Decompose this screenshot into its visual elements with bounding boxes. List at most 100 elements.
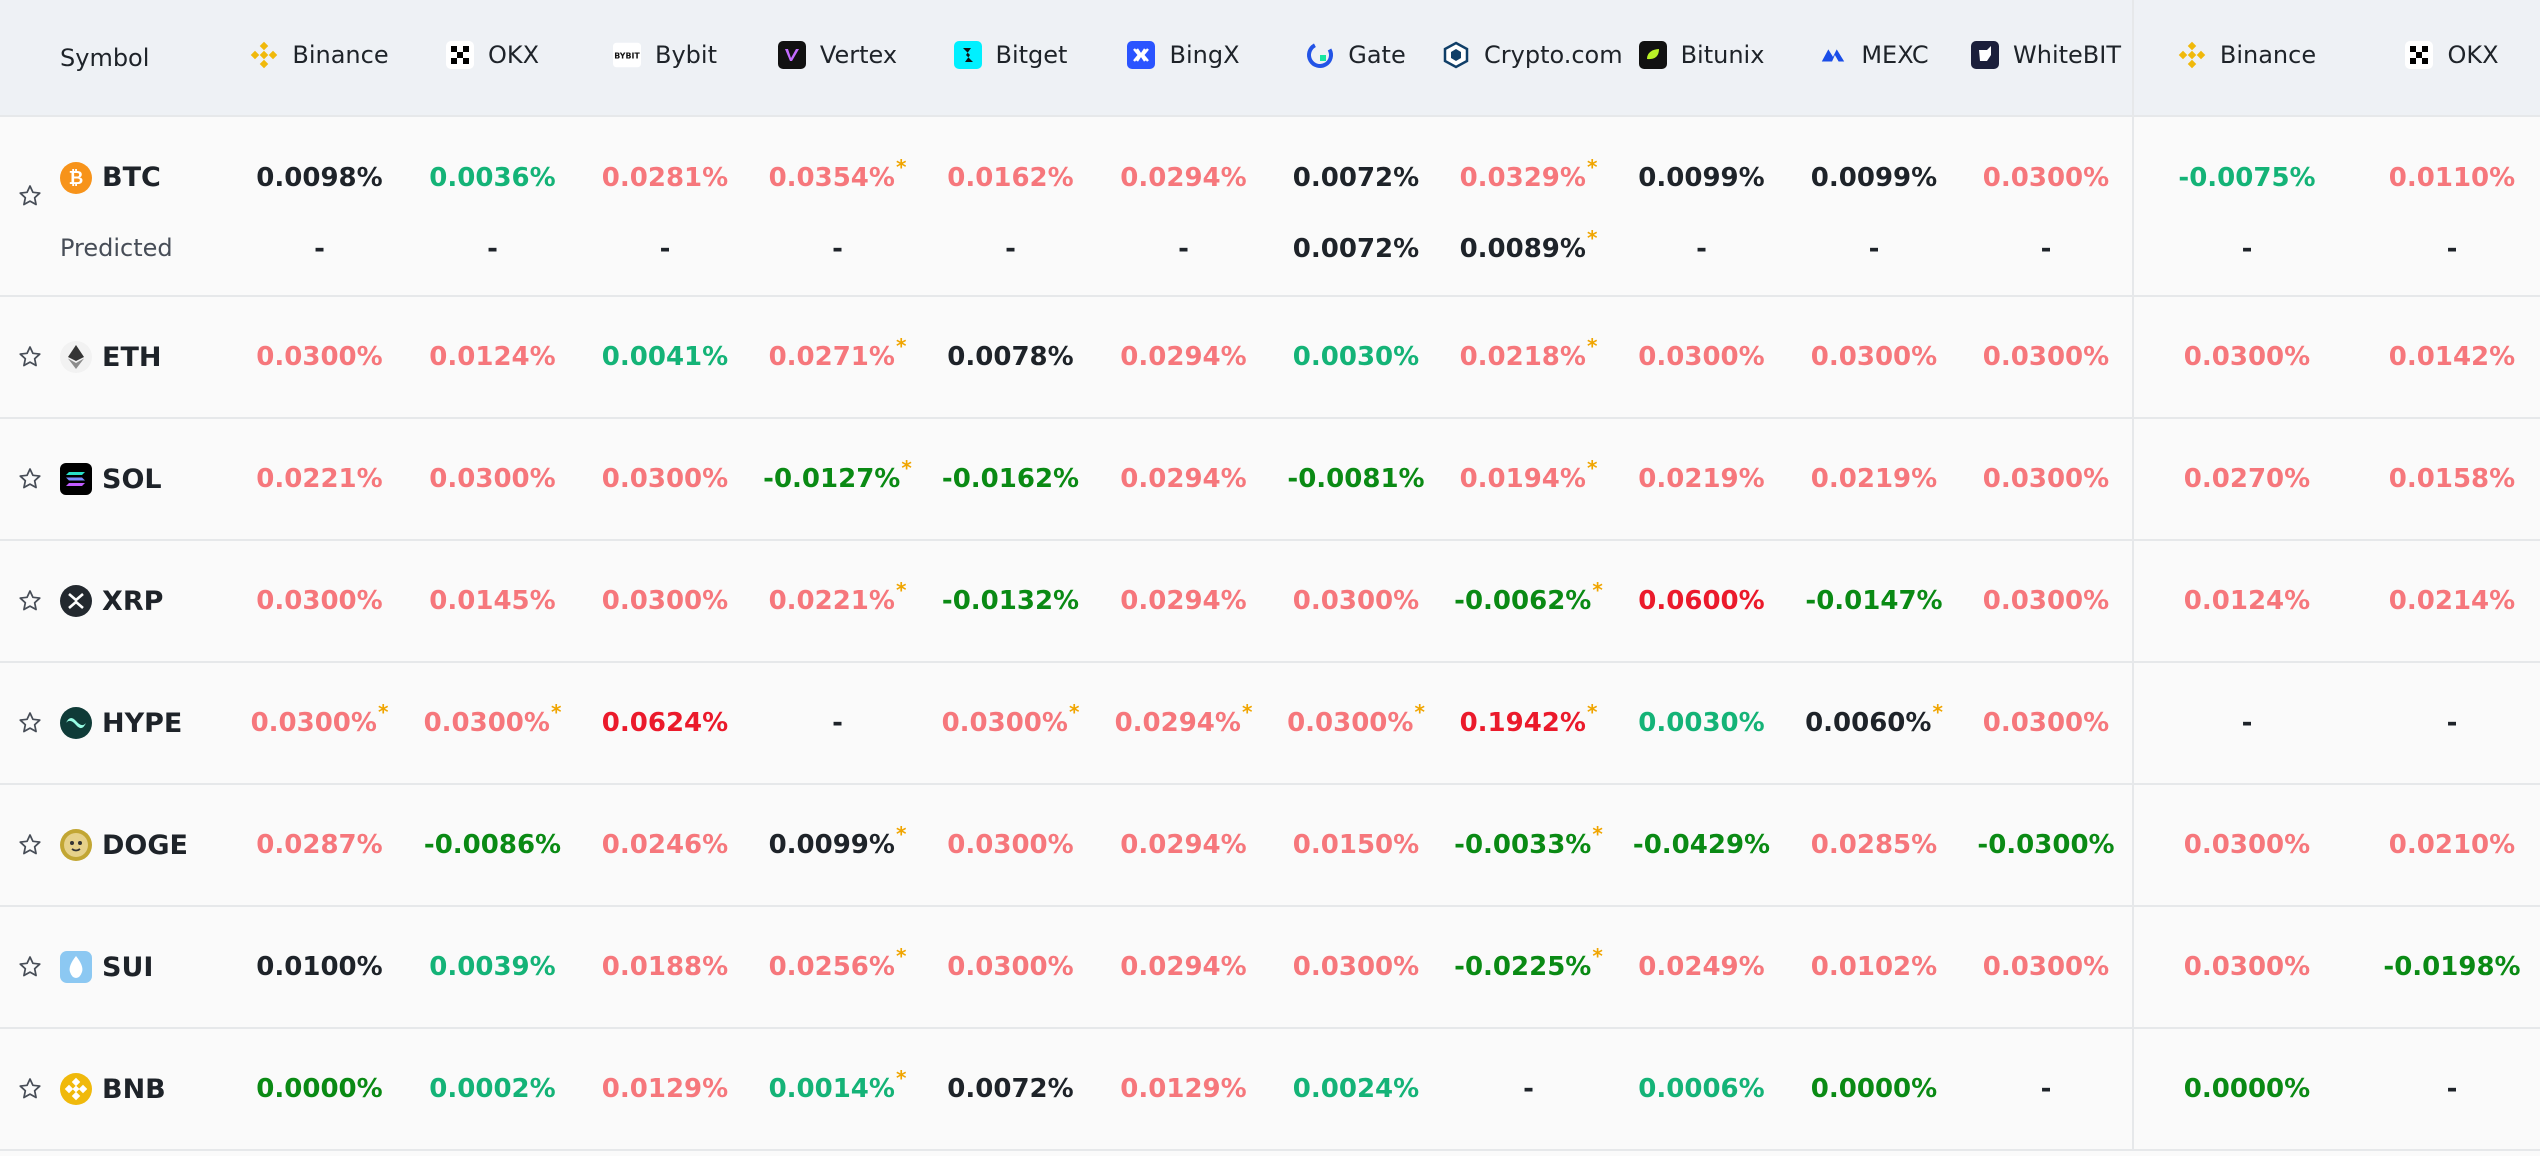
funding-rate-value: - bbox=[2446, 234, 2458, 264]
rate-cell: 0.0162% bbox=[924, 116, 1097, 224]
rate-cell: - bbox=[406, 224, 579, 296]
star-icon[interactable] bbox=[0, 466, 60, 492]
btc-coin-icon: ₿ bbox=[60, 161, 92, 194]
star-icon[interactable] bbox=[0, 710, 60, 736]
table-row-sui[interactable]: SUI 0.0100% 0.0039% 0.0188% 0.0256%* 0.0300% 0… bbox=[0, 906, 2540, 1028]
funding-rate-value: 0.0072% bbox=[947, 1074, 1074, 1104]
symbol-column-header[interactable]: Symbol bbox=[0, 0, 233, 117]
symbol-cell-content: HYPE bbox=[0, 707, 233, 739]
symbol-cell: HYPE bbox=[0, 662, 233, 784]
funding-rate-value: 0.0099% bbox=[1638, 162, 1765, 193]
exchange-header-vertex[interactable]: Vertex bbox=[751, 0, 924, 117]
symbol-cell-content: ETH bbox=[0, 341, 233, 373]
funding-rate-value: -0.0127% bbox=[763, 464, 901, 494]
exchange-header-okx[interactable]: OKX bbox=[406, 0, 579, 117]
exchange-header-gate[interactable]: Gate bbox=[1270, 0, 1442, 117]
exchange-header-bingx[interactable]: BingX bbox=[1097, 0, 1270, 117]
funding-rate-value: 0.1942% bbox=[1459, 708, 1586, 738]
eth-coin-icon bbox=[60, 341, 92, 373]
funding-rate-value: 0.0300% bbox=[1982, 342, 2110, 372]
exchange-header-binance-2[interactable]: Binance bbox=[2132, 0, 2360, 117]
table-row-hype[interactable]: HYPE 0.0300%* 0.0300%* 0.0624% -0.0300%* 0.02… bbox=[0, 662, 2540, 784]
estimated-asterisk: * bbox=[895, 578, 907, 602]
rate-cell: 0.0188% bbox=[579, 906, 751, 1028]
rate-cell: - bbox=[2132, 662, 2360, 784]
exchange-header-whitebit[interactable]: WhiteBIT bbox=[1960, 0, 2133, 117]
rate-cell: 0.0300% bbox=[1788, 296, 1960, 418]
symbol-cell: DOGE bbox=[0, 784, 233, 906]
funding-rate-value: 0.0249% bbox=[1638, 952, 1765, 982]
rate-cell: 0.0294% bbox=[1097, 906, 1270, 1028]
gate-icon bbox=[1306, 41, 1334, 69]
table-row-doge[interactable]: DOGE 0.0287% -0.0086% 0.0246% 0.0099%* 0.0300… bbox=[0, 784, 2540, 906]
funding-rate-value: 0.0300% bbox=[1292, 952, 1420, 982]
rate-cell: 0.0281% bbox=[579, 116, 751, 224]
exchange-name: Bitunix bbox=[1680, 40, 1765, 69]
exchange-name: Gate bbox=[1348, 40, 1406, 69]
symbol-name: BNB bbox=[102, 1073, 166, 1105]
exchange-header-mexc[interactable]: MEXC bbox=[1788, 0, 1960, 117]
rate-cell: 0.0060%* bbox=[1788, 662, 1960, 784]
rate-cell: 0.0294% bbox=[1097, 296, 1270, 418]
mexc-icon bbox=[1819, 41, 1847, 69]
rate-cell: 0.0300% bbox=[1270, 540, 1442, 662]
table-row-xrp[interactable]: XRP 0.0300% 0.0145% 0.0300% 0.0221%* -0.0132%… bbox=[0, 540, 2540, 662]
rate-cell: -0.0162% bbox=[924, 418, 1097, 540]
rate-cell: 0.0129% bbox=[1097, 1028, 1270, 1150]
symbol-cell-content: SOL bbox=[0, 463, 233, 495]
table-row-btc[interactable]: ₿ BTC 0.0098% 0.0036% 0.0281% 0.0354%* 0.0162%… bbox=[0, 116, 2540, 224]
funding-rate-value: 0.0072% bbox=[1292, 162, 1420, 193]
rate-cell: 0.0300%* bbox=[233, 662, 406, 784]
funding-rate-value: - bbox=[1523, 1074, 1534, 1104]
symbol-name: SOL bbox=[102, 463, 162, 495]
exchange-name: WhiteBIT bbox=[2013, 40, 2121, 69]
funding-rate-value: 0.0100% bbox=[256, 952, 383, 982]
star-icon[interactable] bbox=[0, 832, 60, 858]
star-icon[interactable] bbox=[0, 344, 60, 370]
exchange-header-crypto-com[interactable]: Crypto.com bbox=[1442, 0, 1623, 117]
funding-rate-value: 0.0300% bbox=[1982, 952, 2110, 982]
rate-cell: -0.0127%* bbox=[751, 418, 924, 540]
exchange-header-bitunix[interactable]: Bitunix bbox=[1615, 0, 1788, 117]
star-icon[interactable] bbox=[0, 954, 60, 980]
table-row-sol[interactable]: SOL 0.0221% 0.0300% 0.0300% -0.0127%* -0.0162… bbox=[0, 418, 2540, 540]
table-row-bnb[interactable]: BNB 0.0000% 0.0002% 0.0129% 0.0014%* 0.0072% 0… bbox=[0, 1028, 2540, 1150]
rate-cell: 0.0329%* bbox=[1442, 116, 1615, 224]
rate-cell: 0.0102% bbox=[1788, 906, 1960, 1028]
okx-icon bbox=[2405, 40, 2434, 69]
funding-rate-value: 0.0221% bbox=[768, 586, 895, 616]
svg-text:₿: ₿ bbox=[69, 168, 84, 189]
star-icon[interactable] bbox=[0, 1076, 60, 1102]
funding-rate-value: - bbox=[2241, 708, 2253, 738]
funding-rate-value: 0.0162% bbox=[947, 162, 1074, 193]
funding-rate-value: 0.0129% bbox=[1120, 1074, 1247, 1104]
funding-rate-value: 0.0124% bbox=[429, 342, 556, 372]
rate-cell: 0.1942%* bbox=[1442, 662, 1615, 784]
exchange-name: BingX bbox=[1169, 40, 1240, 69]
funding-rate-value: 0.0194% bbox=[1459, 464, 1586, 494]
rate-cell: 0.0002% bbox=[406, 1028, 579, 1150]
funding-rate-value: 0.0300% bbox=[947, 952, 1074, 982]
rate-cell: - bbox=[751, 224, 924, 296]
rate-cell: 0.0300% bbox=[406, 418, 579, 540]
funding-rate-value: 0.0287% bbox=[256, 830, 383, 860]
exchange-header-bitget[interactable]: Bitget bbox=[924, 0, 1097, 117]
rate-cell: 0.0300%* bbox=[406, 662, 579, 784]
exchange-header-bybit[interactable]: BYBIT Bybit bbox=[579, 0, 751, 117]
estimated-asterisk: * bbox=[1586, 700, 1598, 724]
exchange-header-binance[interactable]: Binance bbox=[233, 0, 406, 117]
predicted-row-btc: Predicted - - - - - - 0.0072% 0.0089%* - - - - - bbox=[0, 224, 2540, 296]
funding-rate-value: - bbox=[487, 234, 498, 264]
rate-cell: 0.0219% bbox=[1615, 418, 1788, 540]
funding-rate-value: 0.0099% bbox=[1810, 162, 1938, 193]
exchange-header-okx-2[interactable]: OKX bbox=[2360, 0, 2540, 117]
funding-rate-value: 0.0300% bbox=[1982, 162, 2110, 193]
table-row-eth[interactable]: ETH 0.0300% 0.0124% 0.0041% 0.0271%* 0.0078% 0… bbox=[0, 296, 2540, 418]
exchange-name: Crypto.com bbox=[1484, 40, 1623, 69]
star-icon[interactable] bbox=[0, 588, 60, 614]
exchange-header-content: WhiteBIT bbox=[1971, 40, 2121, 69]
rate-cell: 0.0249% bbox=[1615, 906, 1788, 1028]
funding-rate-value: 0.0024% bbox=[1292, 1074, 1420, 1104]
star-icon[interactable] bbox=[0, 183, 60, 209]
rate-cell: 0.0000% bbox=[2132, 1028, 2360, 1150]
